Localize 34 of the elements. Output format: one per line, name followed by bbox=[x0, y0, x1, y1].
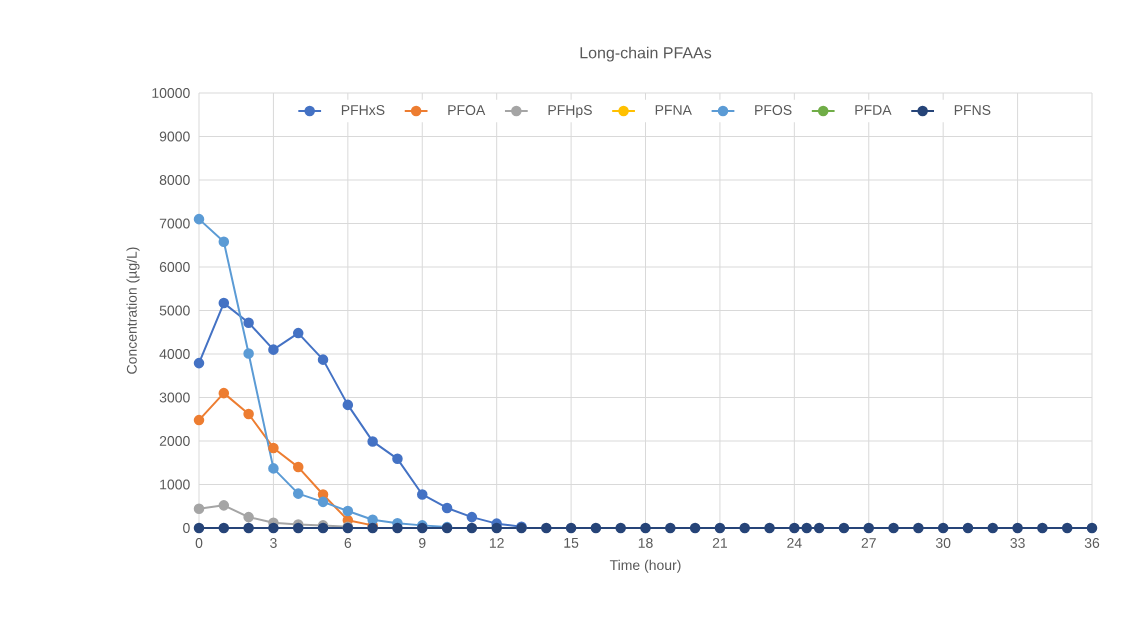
y-axis-title: Concentration (µg/L) bbox=[126, 247, 140, 374]
chart-title: Long-chain PFAAs bbox=[580, 46, 712, 62]
legend-label: PFNA bbox=[655, 105, 692, 115]
y-tick-label: 10000 bbox=[152, 88, 190, 98]
legend-label: PFHxS bbox=[341, 105, 385, 116]
x-axis-title: Time (hour) bbox=[609, 559, 681, 573]
y-tick-label: 9000 bbox=[159, 131, 190, 142]
x-tick-label: 21 bbox=[712, 538, 728, 548]
x-tick-label: 33 bbox=[1010, 538, 1025, 548]
y-tick-label: 1000 bbox=[160, 479, 190, 490]
y-tick-label: 6000 bbox=[159, 262, 190, 272]
x-tick-label: 36 bbox=[1084, 538, 1100, 548]
x-tick-label: 18 bbox=[638, 538, 653, 548]
x-tick-label: 12 bbox=[489, 538, 504, 548]
x-tick-label: 6 bbox=[344, 538, 352, 548]
legend-label: PFHpS bbox=[548, 105, 592, 118]
x-tick-label: 9 bbox=[419, 538, 426, 548]
legend-label: PFOA bbox=[448, 105, 486, 116]
y-tick-label: 5000 bbox=[159, 305, 190, 316]
legend-label: PFDA bbox=[855, 105, 892, 115]
y-tick-label: 7000 bbox=[159, 218, 190, 229]
y-tick-label: 3000 bbox=[159, 392, 190, 403]
y-tick-label: 2000 bbox=[159, 436, 190, 446]
y-tick-label: 0 bbox=[183, 523, 190, 533]
x-tick-label: 15 bbox=[564, 538, 579, 548]
y-tick-label: 4000 bbox=[159, 349, 190, 359]
x-tick-label: 24 bbox=[787, 538, 802, 548]
x-tick-label: 27 bbox=[861, 538, 876, 548]
legend-label: PFOS bbox=[755, 105, 792, 116]
legend-label: PFNS bbox=[954, 105, 991, 116]
x-tick-label: 3 bbox=[270, 538, 277, 548]
x-tick-label: 0 bbox=[195, 538, 203, 548]
x-tick-label: 30 bbox=[935, 538, 951, 548]
y-tick-label: 8000 bbox=[159, 175, 190, 185]
